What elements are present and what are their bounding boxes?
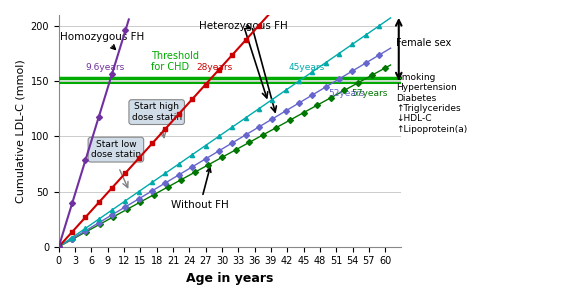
Y-axis label: Cumulative LDL-C (mmol): Cumulative LDL-C (mmol): [15, 59, 25, 203]
Text: Threshold
for CHD: Threshold for CHD: [151, 51, 199, 72]
Text: Female sex: Female sex: [396, 38, 451, 48]
Text: Start high
dose statin: Start high dose statin: [132, 102, 182, 122]
Text: Without FH: Without FH: [171, 168, 229, 210]
Text: Smoking
Hypertension
Diabetes
↑Triglycerides
↓HDL-C
↑Lipoprotein(a): Smoking Hypertension Diabetes ↑Triglycer…: [396, 73, 467, 134]
Text: 45years: 45years: [288, 63, 325, 72]
Text: Start low
dose statin: Start low dose statin: [91, 140, 141, 159]
Text: Homozygous FH: Homozygous FH: [60, 32, 144, 49]
Text: 9.6years: 9.6years: [86, 63, 125, 72]
Text: 57years: 57years: [352, 89, 388, 98]
Text: 52years: 52years: [328, 89, 364, 98]
Text: Heterozygous FH: Heterozygous FH: [199, 20, 288, 31]
X-axis label: Age in years: Age in years: [186, 272, 274, 285]
Text: 28years: 28years: [196, 63, 232, 72]
